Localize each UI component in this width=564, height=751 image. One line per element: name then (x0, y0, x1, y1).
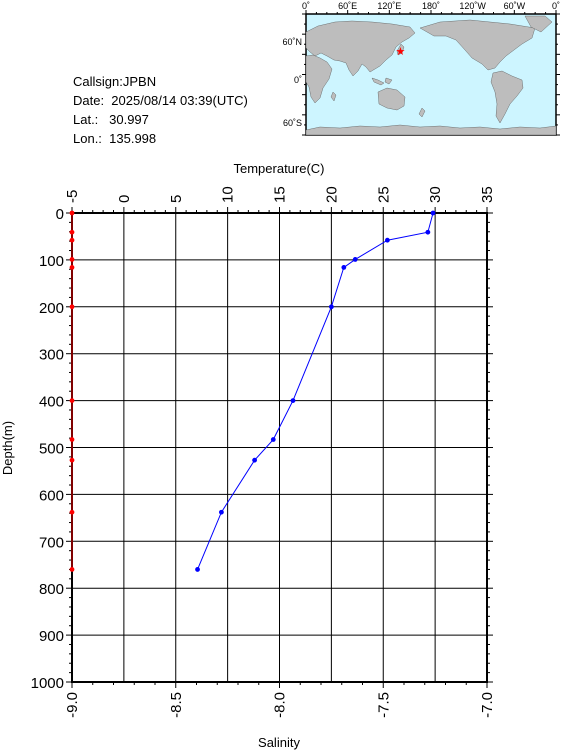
temperature-tick-label: -5 (64, 190, 81, 203)
map-lon-label: 0˚ (552, 1, 560, 11)
depth-tick-label: 900 (39, 628, 64, 645)
salinity-axis-title: Salinity (258, 735, 300, 750)
depth-tick-label: 400 (39, 394, 64, 411)
temperature-data-point (219, 509, 224, 515)
depth-axis-title: Depth(m) (0, 421, 15, 475)
date-label: Date: 2025/08/14 03:39(UTC) (73, 93, 248, 108)
salinity-data-point (69, 304, 75, 310)
salinity-tick-label: -7.5 (375, 692, 392, 718)
map-lat-label: 0˚ (294, 75, 302, 85)
salinity-data-point (69, 437, 75, 442)
temperature-tick-label: 30 (427, 186, 444, 203)
depth-tick-label: 100 (39, 253, 64, 270)
lat-label: Lat.: 30.997 (73, 112, 149, 127)
temperature-tick-label: 0 (116, 195, 133, 203)
chart-grid (71, 212, 488, 683)
temperature-tick-label: 5 (168, 195, 185, 203)
temperature-axis-title: Temperature(C) (233, 161, 324, 176)
depth-tick-label: 700 (39, 534, 64, 551)
temperature-tick-label: 15 (272, 186, 289, 203)
depth-tick-label: 1000 (31, 675, 64, 692)
salinity-tick-label: -7.0 (479, 692, 496, 718)
map-lat-label: 60˚S (283, 118, 302, 128)
depth-tick-label: 200 (39, 300, 64, 317)
temperature-tick-label: 25 (375, 186, 392, 203)
salinity-tick-label: -8.5 (168, 692, 185, 718)
temperature-data-point (195, 567, 200, 572)
lon-label: Lon.: 135.998 (73, 131, 157, 146)
chart-series (69, 210, 436, 572)
salinity-data-point (69, 257, 75, 262)
map-lon-label: 120˚W (459, 1, 486, 11)
temperature-data-point (341, 265, 347, 270)
map-lon-label: 180˚ (422, 1, 440, 11)
station-info: Callsign:JPBN Date: 2025/08/14 03:39(UTC… (73, 72, 248, 148)
temperature-data-point (252, 457, 257, 463)
temperature-data-point (430, 210, 436, 216)
temperature-profile-line (197, 212, 434, 570)
map-marker: ★ (396, 46, 406, 58)
depth-tick-label: 800 (39, 581, 64, 598)
map-lon-label: 120˚E (377, 1, 401, 11)
temperature-tick-label: 20 (323, 186, 340, 203)
map-frame-ticks (302, 10, 560, 136)
salinity-data-point (69, 229, 75, 235)
map-land (305, 15, 557, 136)
depth-tick-label: 0 (56, 206, 64, 223)
temperature-data-point (270, 437, 276, 442)
salinity-data-point (69, 398, 75, 403)
salinity-data-point (69, 457, 75, 463)
temperature-data-point (290, 398, 296, 403)
salinity-data-point (69, 210, 75, 216)
temperature-data-point (385, 237, 390, 243)
salinity-data-point (69, 237, 75, 243)
temperature-tick-label: 35 (479, 186, 496, 203)
map-lat-label: 60˚N (282, 37, 302, 47)
temperature-data-point (425, 229, 431, 235)
callsign-label: Callsign:JPBN (73, 74, 157, 89)
salinity-data-point (69, 265, 75, 270)
salinity-tick-label: -9.0 (64, 692, 81, 718)
depth-tick-label: 600 (39, 487, 64, 504)
depth-tick-label: 500 (39, 441, 64, 458)
temperature-tick-label: 10 (220, 186, 237, 203)
temperature-data-point (352, 257, 358, 262)
map-lon-label: 0˚ (302, 1, 310, 11)
chart-tick-labels: -5 0 5 10 15 20 25 30 35-9.0 -8.5 -8.0 -7.5 -7.00100… (31, 186, 496, 718)
depth-tick-label: 300 (39, 347, 64, 364)
salinity-data-point (69, 567, 75, 572)
map-lon-label: 60˚E (338, 1, 357, 11)
salinity-tick-label: -8.0 (272, 692, 289, 718)
temperature-data-point (328, 304, 334, 310)
salinity-data-point (69, 509, 75, 515)
map-lon-label: 60˚W (504, 1, 526, 11)
